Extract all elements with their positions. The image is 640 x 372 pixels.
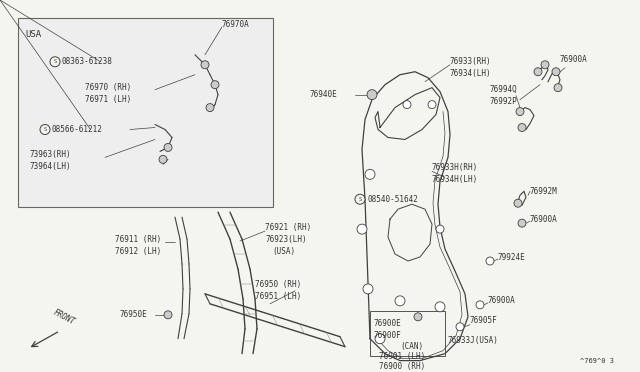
- Text: FRONT: FRONT: [52, 308, 77, 327]
- Text: 76940E: 76940E: [310, 90, 338, 99]
- Text: 76950E: 76950E: [120, 310, 148, 319]
- Text: 76911 (RH): 76911 (RH): [115, 235, 161, 244]
- Text: 08363-61238: 08363-61238: [62, 57, 113, 66]
- Text: 76912 (LH): 76912 (LH): [115, 247, 161, 256]
- Text: 76971 (LH): 76971 (LH): [85, 95, 131, 104]
- Circle shape: [428, 100, 436, 109]
- Circle shape: [206, 104, 214, 112]
- Circle shape: [435, 302, 445, 312]
- Text: 76992P: 76992P: [490, 97, 518, 106]
- Text: 08540-51642: 08540-51642: [368, 195, 419, 204]
- Text: 76933(RH): 76933(RH): [450, 57, 492, 66]
- Text: 73963(RH): 73963(RH): [30, 150, 72, 159]
- Circle shape: [541, 61, 549, 69]
- Circle shape: [534, 68, 542, 76]
- Circle shape: [164, 144, 172, 151]
- Text: 76933H(RH): 76933H(RH): [432, 163, 478, 172]
- Circle shape: [476, 301, 484, 309]
- Text: ^769^0 3: ^769^0 3: [580, 357, 614, 363]
- Circle shape: [50, 57, 60, 67]
- Circle shape: [375, 334, 385, 344]
- Text: 76934H(LH): 76934H(LH): [432, 175, 478, 184]
- Circle shape: [395, 296, 405, 306]
- Circle shape: [518, 219, 526, 227]
- Text: 76934(LH): 76934(LH): [450, 69, 492, 78]
- Circle shape: [365, 169, 375, 179]
- Text: 76900E: 76900E: [373, 319, 401, 328]
- Text: 76923(LH): 76923(LH): [265, 235, 307, 244]
- Text: 79924E: 79924E: [498, 253, 525, 262]
- Text: (USA): (USA): [272, 247, 295, 256]
- Circle shape: [164, 311, 172, 319]
- Text: 76905F: 76905F: [470, 316, 498, 325]
- Text: 76970 (RH): 76970 (RH): [85, 83, 131, 92]
- Text: 76901 (LH): 76901 (LH): [379, 352, 425, 361]
- Circle shape: [456, 323, 464, 331]
- Text: 73964(LH): 73964(LH): [30, 162, 72, 171]
- Text: 76950 (RH): 76950 (RH): [255, 280, 301, 289]
- Circle shape: [554, 84, 562, 92]
- Circle shape: [514, 199, 522, 207]
- Text: 76921 (RH): 76921 (RH): [265, 222, 311, 232]
- Circle shape: [357, 224, 367, 234]
- Circle shape: [40, 125, 50, 135]
- Text: 76900F: 76900F: [373, 331, 401, 340]
- Text: 76900 (RH): 76900 (RH): [379, 362, 425, 371]
- Circle shape: [363, 284, 373, 294]
- Text: 76900A: 76900A: [530, 215, 557, 224]
- Text: 76951 (LH): 76951 (LH): [255, 292, 301, 301]
- Circle shape: [211, 81, 219, 89]
- Text: 76994Q: 76994Q: [490, 85, 518, 94]
- Text: 76970A: 76970A: [222, 20, 250, 29]
- Circle shape: [486, 257, 494, 265]
- Text: 76992M: 76992M: [530, 187, 557, 196]
- Text: S: S: [358, 197, 362, 202]
- Text: 76933J(USA): 76933J(USA): [448, 336, 499, 345]
- Circle shape: [367, 90, 377, 100]
- Text: 76900A: 76900A: [488, 296, 516, 305]
- Circle shape: [414, 313, 422, 321]
- Text: (CAN): (CAN): [400, 342, 423, 351]
- Bar: [18, 18, 273, 207]
- Text: S: S: [53, 59, 56, 64]
- Circle shape: [518, 124, 526, 131]
- Text: 76900A: 76900A: [560, 55, 588, 64]
- Bar: [370, 311, 445, 356]
- Text: S: S: [44, 127, 47, 132]
- Text: 08566-61212: 08566-61212: [52, 125, 103, 134]
- Circle shape: [436, 225, 444, 233]
- Circle shape: [201, 61, 209, 69]
- Circle shape: [403, 100, 411, 109]
- Circle shape: [552, 68, 560, 76]
- Circle shape: [516, 108, 524, 116]
- Circle shape: [159, 155, 167, 163]
- Circle shape: [355, 194, 365, 204]
- Text: USA: USA: [25, 31, 41, 39]
